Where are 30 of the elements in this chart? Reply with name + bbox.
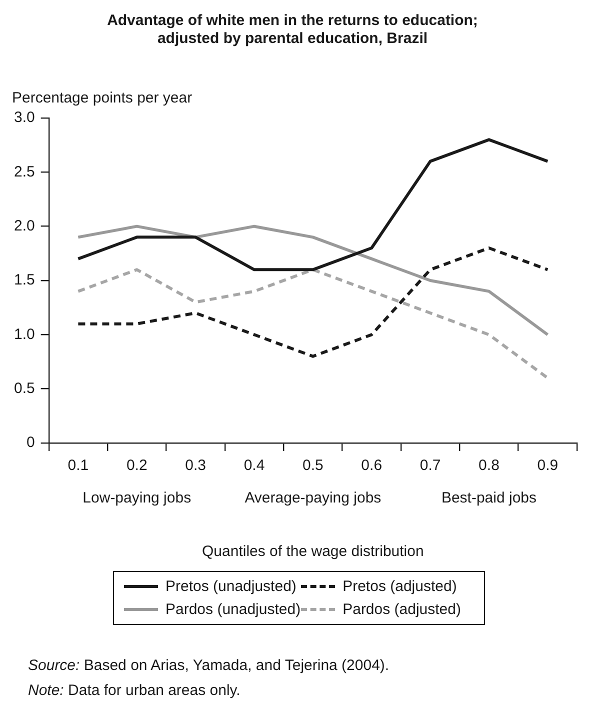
x-tick-label: 0.2 xyxy=(126,457,148,474)
text: Average-paying jobs xyxy=(244,490,382,507)
line-series xyxy=(76,268,550,380)
x-tick-label: 0.6 xyxy=(361,457,382,474)
text: Note: Data for urban areas only. xyxy=(28,681,242,701)
text: Best-paid jobs xyxy=(441,490,537,507)
line-series xyxy=(76,246,550,358)
y-tick-label: 2.0 xyxy=(14,217,35,234)
x-tick-label: 0.4 xyxy=(244,457,265,474)
y-axis-title: Percentage points per year xyxy=(12,90,192,107)
source-note: Source: Based on Arias, Yamada, and Tejerina (2004). xyxy=(28,656,390,676)
x-tick-label: 0.7 xyxy=(420,457,441,474)
x-tick-label: 0.1 xyxy=(68,457,89,474)
x-tick-label: 0.5 xyxy=(302,457,324,474)
y-tick-label: 0.5 xyxy=(14,380,35,397)
x-tick-label: 0.8 xyxy=(478,457,500,474)
y-tick-label: 2.5 xyxy=(14,163,35,180)
legend-label: Pardos (adjusted) xyxy=(342,601,461,618)
chart-title: Advantage of white men in the returns to education; adjusted by parental education, Brazil xyxy=(107,12,478,48)
text: Low-paying jobs xyxy=(82,490,192,507)
x-tick-label: 0.9 xyxy=(537,457,558,474)
legend-label: Pardos (unadjusted) xyxy=(166,601,301,618)
y-tick-label: 3.0 xyxy=(14,109,35,126)
legend-label: Pretos (unadjusted) xyxy=(166,578,296,595)
x-tick-label: 0.3 xyxy=(185,457,206,474)
y-tick-label: 1.5 xyxy=(14,272,35,289)
y-tick-label: 0 xyxy=(26,434,35,452)
legend-label: Pretos (adjusted) xyxy=(342,578,457,595)
x-axis-title: Quantiles of the wage distribution xyxy=(202,543,424,560)
y-tick-label: 1.0 xyxy=(14,326,35,343)
